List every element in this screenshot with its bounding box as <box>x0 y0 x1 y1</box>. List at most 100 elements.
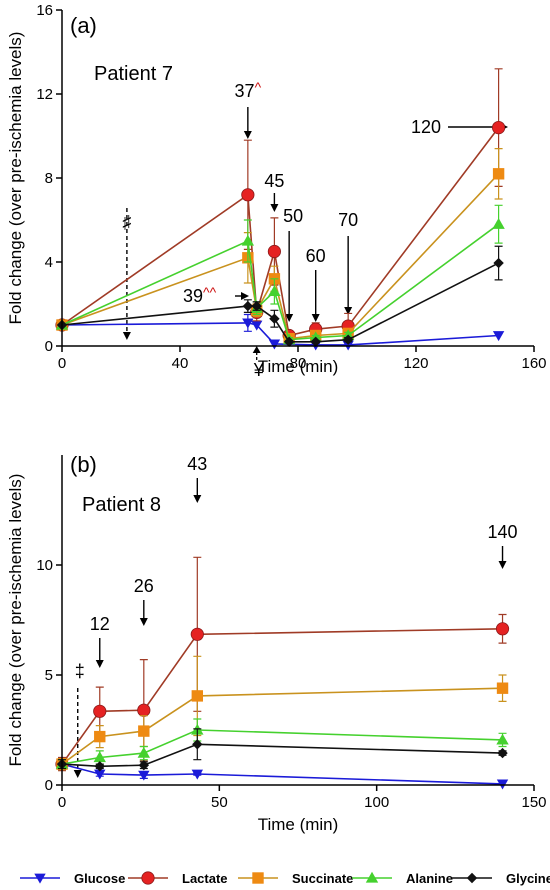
panel-a-glycine-point <box>493 257 504 269</box>
panel-b-y-axis-title: Fold change (over pre-ischemia levels) <box>6 474 25 767</box>
panel-b-glucose-point <box>94 769 106 780</box>
panel-a-timepoint-arrow-head <box>270 204 279 212</box>
panel-a-x-tick-label-0: 0 <box>58 355 66 372</box>
panel-a-timepoint-label: 50 <box>283 206 303 226</box>
panel-b-x-tick-label-100: 100 <box>364 794 389 811</box>
legend-alanine-label: Alanine <box>406 871 453 886</box>
panel-a-timepoint-arrow-head <box>344 307 353 315</box>
panel-a-timepoint-39: 39^^ <box>183 284 249 306</box>
panel-a-timepoint-arrow-head <box>241 292 249 300</box>
panel-b-alanine-point <box>137 746 151 758</box>
panel-a-timepoint-label: 70 <box>338 210 358 230</box>
panel-a-event-marker: ♯ <box>122 208 131 340</box>
panel-a-timepoint-marker: ^ <box>255 79 262 95</box>
panel-b-series-layer <box>55 556 510 790</box>
panel-b-timepoint-label: 26 <box>134 576 154 596</box>
panel-a-timepoint-marker: ^^ <box>203 284 217 300</box>
panel-a-y-tick-label-8: 8 <box>45 170 53 187</box>
panel-b-x-tick-label-150: 150 <box>521 794 546 811</box>
panel-b-event-arrow-head <box>73 770 82 778</box>
panel-a-timepoint-arrow-head <box>285 314 294 322</box>
panel-b-x-tick-label-50: 50 <box>211 794 228 811</box>
panel-a-x-tick-label-120: 120 <box>403 355 428 372</box>
panel-a-glucose-point <box>242 318 254 329</box>
svg-text:60: 60 <box>306 246 326 266</box>
panel-b-succinate-point <box>138 725 150 737</box>
panel-a-lactate-point <box>267 244 281 259</box>
panel-b-timepoint-12: 12 <box>90 614 110 668</box>
panel-b-lactate-point <box>190 627 204 641</box>
panel-b-timepoint-label: 43 <box>187 454 207 474</box>
svg-text:70: 70 <box>338 210 358 230</box>
panel-b-timepoint-43: 43 <box>187 454 207 503</box>
legend-lactate-marker <box>141 871 155 885</box>
panel-a-y-tick-label-0: 0 <box>45 338 53 355</box>
panel-a-x-tick-label-80: 80 <box>290 355 307 372</box>
panel-b-timepoint-arrow-head <box>193 495 202 503</box>
panel-a-symbol-layer: ♯¥ <box>122 208 265 380</box>
panel-b-label: (b) <box>70 452 97 477</box>
panel-a-glycine-point <box>342 334 354 345</box>
panel-b-timepoint-140: 140 <box>488 522 518 569</box>
legend-glycine-marker <box>466 872 478 884</box>
panel-a-event-arrow-head <box>122 332 131 340</box>
panel-a-title: Patient 7 <box>94 63 173 85</box>
panel-b-event-marker: ‡ <box>73 661 85 778</box>
panel-a-glycine-point <box>310 336 321 347</box>
panel-a-timepoint-45: 45 <box>264 171 284 212</box>
panel-b-succinate-line <box>61 687 503 765</box>
panel-a-alanine-point <box>492 218 505 229</box>
panel-a-glucose-point <box>492 331 505 342</box>
panel-a-timepoint-50: 50 <box>283 206 303 322</box>
legend-item-glycine: Glycine <box>452 871 550 886</box>
panel-b-y-tick-label-0: 0 <box>45 777 53 794</box>
svg-text:45: 45 <box>264 171 284 191</box>
panel-a-glycine-point <box>283 336 295 347</box>
panel-a-event-arrow-head <box>252 346 261 353</box>
panel-b-lactate-point <box>137 703 151 717</box>
panel-a-y-tick-label-4: 4 <box>45 254 53 271</box>
panel-b-succinate-point <box>191 690 204 702</box>
panel-b-succinate-point <box>496 682 509 694</box>
panel-a-timepoint-label: 60 <box>306 246 326 266</box>
panel-b-timepoint-label: 140 <box>488 522 518 542</box>
panel-b-annotation-layer: 12 26 43 140 <box>90 454 518 668</box>
panel-a-y-axis-title: Fold change (over pre-ischemia levels) <box>6 32 25 325</box>
panel-a-glucose-point <box>251 320 263 331</box>
panel-b-glucose-point <box>191 769 204 780</box>
panel-b-y-tick-label-5: 5 <box>45 667 53 684</box>
panel-b-title: Patient 8 <box>82 494 161 516</box>
panel-a-event-marker: ¥ <box>253 346 265 380</box>
svg-text:37^: 37^ <box>235 79 262 101</box>
panel-b-glycine-point <box>138 760 150 771</box>
panel-b-glycine-point <box>497 747 508 759</box>
panel-a-glycine-point <box>251 300 262 312</box>
panel-b-lactate-point <box>495 622 510 636</box>
panel-a-timepoint-37: 37^ <box>235 79 262 139</box>
panel-b-y-tick-label-10: 10 <box>36 557 53 574</box>
panel-b-timepoint-26: 26 <box>134 576 154 626</box>
panel-a-x-axis-title: Time (min) <box>258 357 339 376</box>
legend-item-glucose: Glucose <box>20 871 125 886</box>
svg-text:120: 120 <box>411 117 441 137</box>
panel-a-glucose-point <box>268 339 281 350</box>
panel-a-x-tick-label-40: 40 <box>172 355 189 372</box>
panel-b-x-axis-title: Time (min) <box>258 815 339 834</box>
panel-a-lactate-point <box>491 121 506 135</box>
panel-a-timepoint-label: 39 <box>183 286 203 306</box>
svg-text:26: 26 <box>134 576 154 596</box>
panel-b-timepoint-label: 12 <box>90 614 110 634</box>
panel-b-series-alanine <box>55 718 509 770</box>
panel-a-event-symbol: ¥ <box>253 360 265 380</box>
panel-a-series-glycine <box>56 245 504 347</box>
panel-b-series-glycine <box>56 728 508 772</box>
panel-b-series-succinate <box>56 655 509 771</box>
panel-a-glycine-point <box>242 300 254 312</box>
panel-b-symbol-layer: ‡ <box>73 661 85 778</box>
panel-a-succinate-point <box>492 168 505 180</box>
panel-a-axes: 0 40 80 120 160 0 4 8 12 16 <box>36 2 546 372</box>
legend-succinate-label: Succinate <box>292 871 353 886</box>
panel-a-x-tick-label-160: 160 <box>521 355 546 372</box>
panel-a-timepoint-70: 70 <box>338 210 358 315</box>
